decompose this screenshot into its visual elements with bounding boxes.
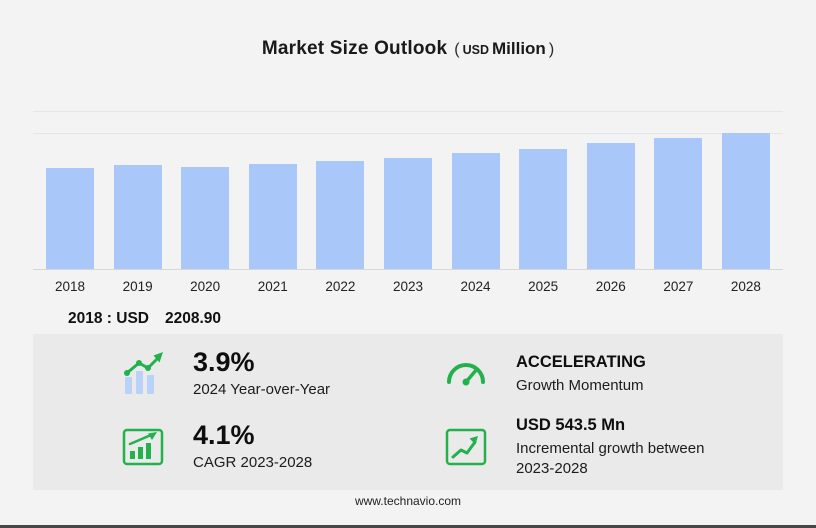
- cagr-label: CAGR 2023-2028: [193, 454, 313, 472]
- bar-2020: [181, 167, 230, 269]
- x-tick-2021: 2021: [257, 279, 288, 294]
- incremental-growth-icon: [440, 421, 492, 473]
- bar-chart: 2018 2019 2020 2021 2022 2023 2024 2025 2026 2027…: [33, 106, 783, 294]
- bar-2021: [248, 164, 297, 269]
- website-link: www.technavio.com: [354, 494, 462, 508]
- x-tick-2024: 2024: [460, 279, 491, 294]
- stat-yoy: 3.9% 2024 Year-over-Year: [117, 348, 430, 400]
- stat-incremental: USD 543.5 Mn Incremental growth between …: [440, 416, 753, 478]
- x-tick-2026: 2026: [595, 279, 626, 294]
- bar-2025: [519, 149, 568, 269]
- stat-yoy-text: 3.9% 2024 Year-over-Year: [193, 348, 330, 400]
- open-paren: (: [454, 41, 460, 58]
- bar-2026: [586, 143, 635, 269]
- footer: www.technavio.com: [0, 494, 816, 508]
- yoy-label: 2024 Year-over-Year: [193, 381, 331, 399]
- stat-incremental-text: USD 543.5 Mn Incremental growth between …: [516, 416, 716, 478]
- stat-momentum: ACCELERATING Growth Momentum: [440, 348, 753, 400]
- base-year-label: 2018 : USD: [68, 310, 149, 327]
- bar-2018: [46, 168, 94, 269]
- base-year-value: 2018 : USD 2208.90: [68, 310, 816, 328]
- x-tick-2025: 2025: [528, 279, 559, 294]
- chart-title-unit: (USD Million): [454, 39, 554, 58]
- momentum-label: Growth Momentum: [516, 376, 644, 394]
- bar-chart-plot: [33, 106, 783, 270]
- x-tick-2028: 2028: [730, 279, 761, 294]
- close-paren: ): [548, 41, 555, 58]
- x-tick-2019: 2019: [122, 279, 153, 294]
- stat-momentum-text: ACCELERATING Growth Momentum: [516, 353, 646, 396]
- cagr-value: 4.1%: [193, 420, 255, 451]
- yoy-bars-trend-icon: [117, 348, 169, 400]
- bar-2019: [113, 165, 162, 269]
- incremental-value: USD 543.5 Mn: [516, 416, 626, 434]
- x-tick-2020: 2020: [190, 279, 221, 294]
- gridline: [33, 111, 783, 112]
- bar-2022: [316, 161, 365, 269]
- x-tick-2022: 2022: [325, 279, 356, 294]
- chart-title-text: Market Size Outlook: [261, 38, 448, 59]
- unit-currency: USD: [462, 43, 489, 57]
- bar-2024: [451, 153, 500, 269]
- bar-2027: [654, 138, 703, 269]
- cagr-chart-icon: [117, 421, 169, 473]
- gridline: [33, 133, 783, 134]
- base-year-amount: 2208.90: [164, 310, 222, 327]
- stat-cagr: 4.1% CAGR 2023-2028: [117, 416, 430, 478]
- x-tick-2018: 2018: [54, 279, 86, 294]
- incremental-label: Incremental growth between 2023-2028: [516, 440, 705, 477]
- bar-2028: [721, 133, 770, 269]
- x-tick-2023: 2023: [392, 279, 423, 294]
- speedometer-icon: [440, 348, 492, 400]
- unit-scale: Million: [491, 39, 546, 58]
- bar-2023: [383, 158, 432, 269]
- chart-title: Market Size Outlook (USD Million): [0, 0, 816, 60]
- stats-panel: 3.9% 2024 Year-over-Year ACCELERATING Gr…: [33, 334, 783, 490]
- momentum-value: ACCELERATING: [516, 352, 646, 371]
- bottom-border: [0, 525, 816, 528]
- x-tick-2027: 2027: [663, 279, 694, 294]
- x-axis-labels: 2018 2019 2020 2021 2022 2023 2024 2025 2026 2027…: [33, 279, 783, 294]
- stat-cagr-text: 4.1% CAGR 2023-2028: [193, 421, 312, 473]
- yoy-value: 3.9%: [193, 347, 255, 378]
